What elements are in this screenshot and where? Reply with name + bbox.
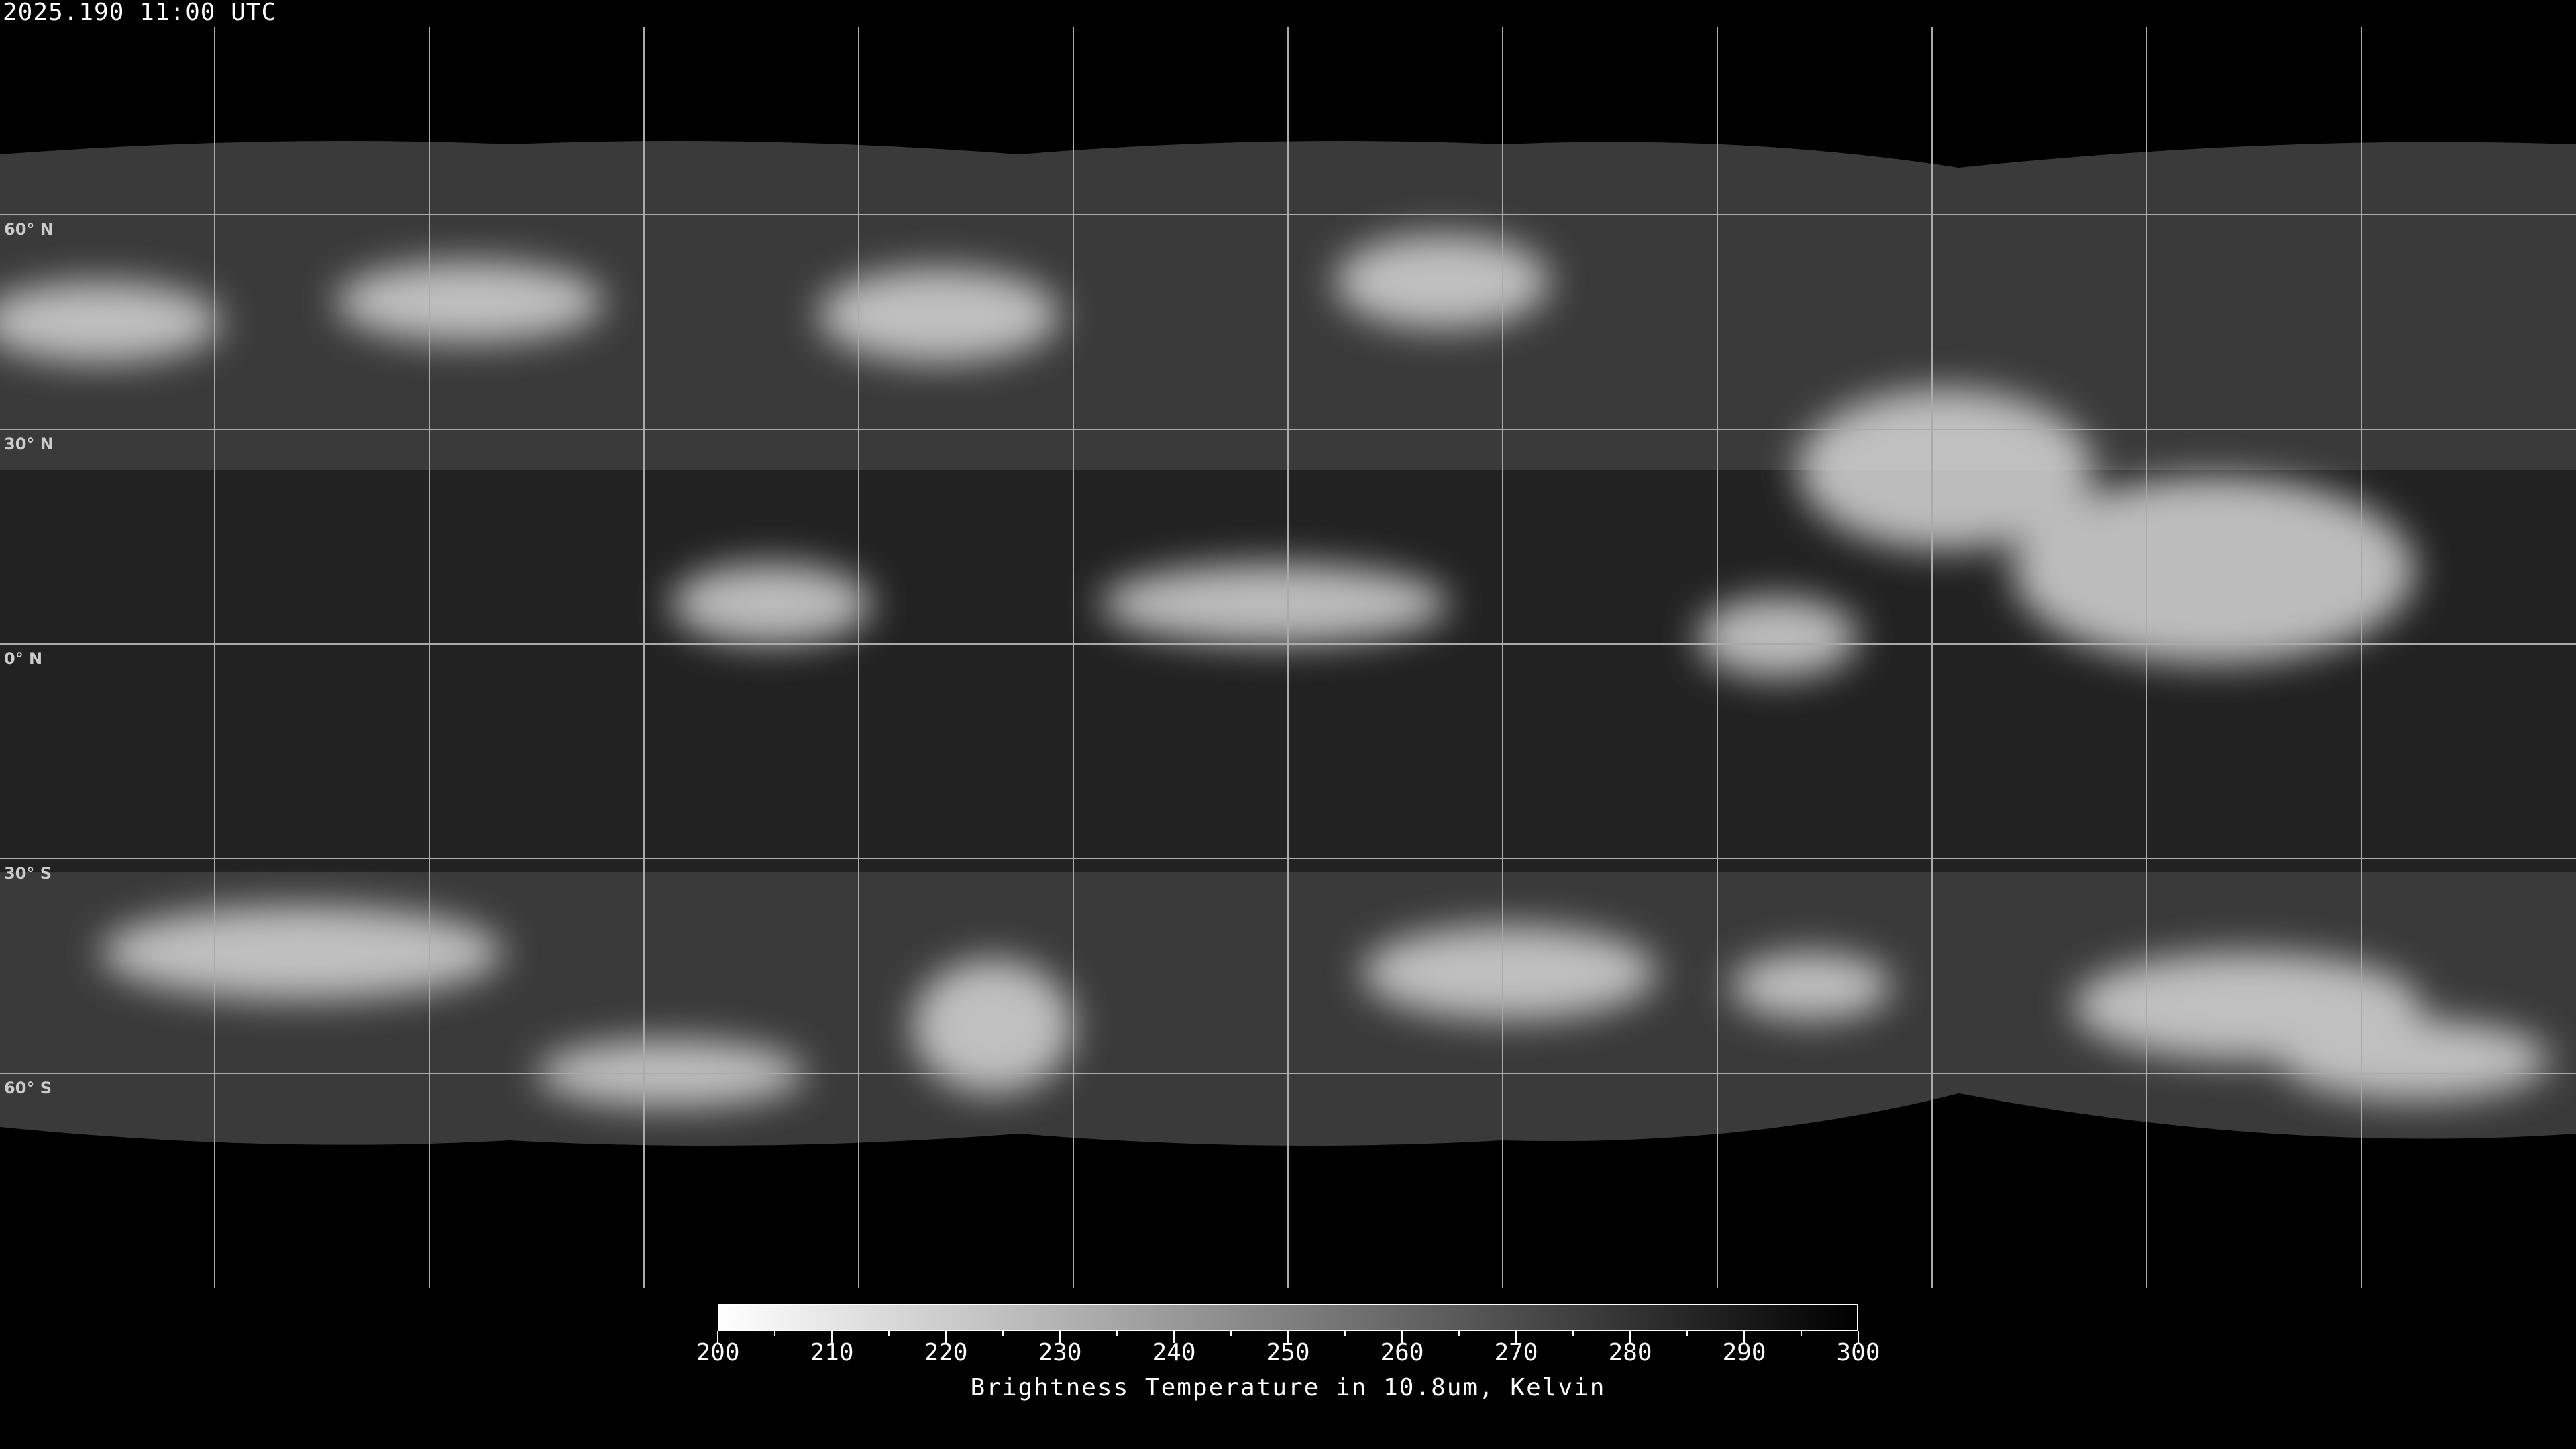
- colorbar-tick: [1515, 1331, 1517, 1343]
- colorbar-tick-label: 280: [1608, 1339, 1652, 1366]
- colorbar-tick: [1858, 1331, 1859, 1343]
- colorbar-tick: [1173, 1331, 1175, 1343]
- graticule: [0, 27, 2576, 1288]
- colorbar-tick: [1287, 1331, 1289, 1343]
- colorbar-tick: [1116, 1331, 1118, 1336]
- colorbar-tick: [945, 1331, 947, 1343]
- colorbar-tick-label: 210: [810, 1339, 854, 1366]
- colorbar-tick: [1572, 1331, 1574, 1336]
- colorbar-tick: [1059, 1331, 1061, 1343]
- lat-label: 60° N: [4, 220, 54, 239]
- colorbar-tick-label: 230: [1038, 1339, 1082, 1366]
- colorbar-tick: [774, 1331, 775, 1336]
- colorbar-tick: [1230, 1331, 1232, 1336]
- colorbar-tick: [1002, 1331, 1004, 1336]
- colorbar-tick: [1344, 1331, 1346, 1336]
- colorbar-tick: [1629, 1331, 1631, 1343]
- colorbar-tick-label: 220: [924, 1339, 968, 1366]
- colorbar-tick-label: 300: [1836, 1339, 1880, 1366]
- colorbar-tick-label: 240: [1152, 1339, 1196, 1366]
- satellite-map: [0, 27, 2576, 1288]
- colorbar-tick-label: 250: [1266, 1339, 1310, 1366]
- colorbar-tick: [1401, 1331, 1403, 1343]
- colorbar-tick-label: 260: [1380, 1339, 1424, 1366]
- colorbar-tick: [831, 1331, 833, 1343]
- colorbar-tick: [1686, 1331, 1688, 1336]
- lat-label: 30° N: [4, 435, 54, 453]
- lat-label: 60° S: [4, 1079, 52, 1097]
- colorbar-tick: [1801, 1331, 1802, 1336]
- colorbar-tick: [1458, 1331, 1460, 1336]
- colorbar-tick-label: 290: [1722, 1339, 1766, 1366]
- colorbar-tick-label: 270: [1494, 1339, 1538, 1366]
- colorbar-tick: [888, 1331, 890, 1336]
- colorbar-tick: [1743, 1331, 1745, 1343]
- colorbar-label: Brightness Temperature in 10.8um, Kelvin: [970, 1374, 1606, 1401]
- colorbar: [718, 1304, 1858, 1331]
- timestamp-title: 2025.190 11:00 UTC: [3, 0, 277, 26]
- colorbar-tick-label: 200: [696, 1339, 740, 1366]
- lat-label: 30° S: [4, 864, 52, 883]
- colorbar-tick: [717, 1331, 718, 1343]
- lat-label: 0° N: [4, 649, 43, 668]
